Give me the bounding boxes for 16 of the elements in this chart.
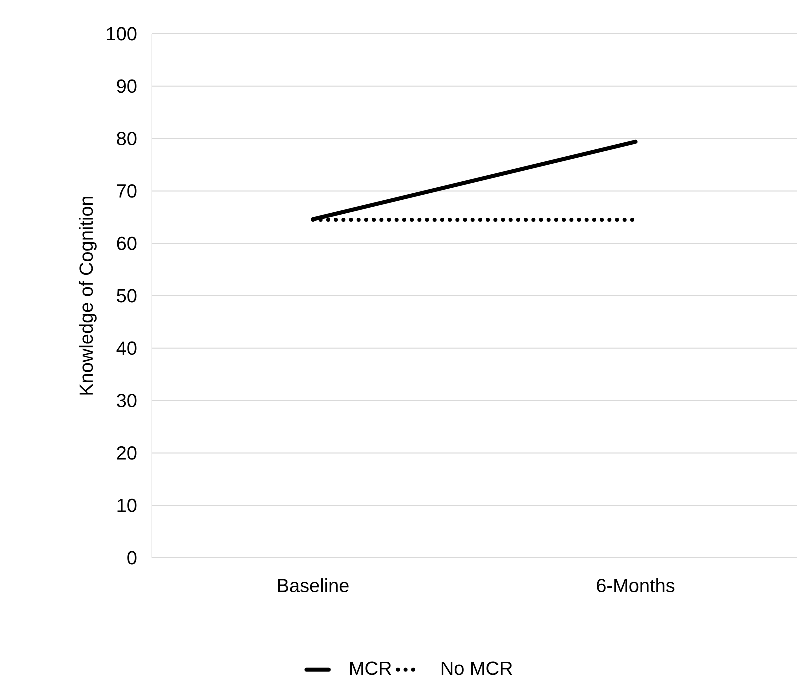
legend-label: MCR	[350, 662, 392, 676]
y-tick-label: 30	[117, 394, 137, 408]
y-tick-label: 100	[107, 27, 137, 41]
y-tick-label: 80	[117, 132, 137, 146]
x-tick-label: 6-Months	[597, 578, 675, 592]
legend-label: No MCR	[442, 662, 512, 676]
y-tick-label: 50	[117, 289, 137, 303]
y-tick-label: 40	[116, 342, 137, 356]
y-tick-label: 20	[117, 446, 137, 460]
y-tick-label: 60	[117, 236, 137, 250]
y-tick-label: 0	[128, 551, 137, 565]
y-tick-label: 90	[117, 80, 137, 94]
y-axis-title: Knowledge of Cognition	[79, 196, 97, 395]
x-tick-label: Baseline	[278, 578, 349, 592]
y-tick-label: 10	[118, 498, 137, 512]
y-tick-label: 70	[117, 184, 137, 198]
